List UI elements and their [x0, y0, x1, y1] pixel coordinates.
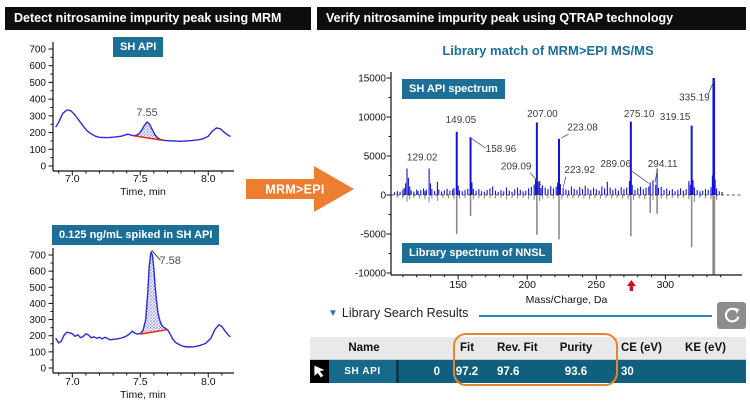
svg-text:200: 200: [29, 128, 46, 139]
svg-text:Time, min: Time, min: [120, 389, 166, 401]
svg-text:223.08: 223.08: [567, 122, 598, 133]
svg-text:7.55: 7.55: [136, 107, 157, 119]
badge-spiked-sh-api: 0.125 ng/mL spiked in SH API: [52, 225, 220, 245]
svg-text:400: 400: [29, 299, 46, 310]
svg-text:7.5: 7.5: [133, 173, 148, 185]
svg-text:7.58: 7.58: [159, 255, 180, 267]
spectrum-title: Library match of MRM>EPI MS/MS: [442, 43, 654, 58]
svg-text:294.11: 294.11: [648, 159, 678, 170]
badge-library-spectrum-nnsl: Library spectrum of NNSL: [402, 243, 553, 263]
svg-text:300: 300: [29, 315, 46, 326]
svg-text:-10000: -10000: [355, 269, 387, 280]
svg-text:400: 400: [29, 95, 46, 106]
header-selector-cell: [310, 337, 329, 359]
cell-purity: 93.6: [564, 365, 588, 378]
refresh-button[interactable]: [717, 302, 746, 329]
refresh-icon: [724, 307, 739, 322]
svg-text:200: 200: [518, 279, 536, 291]
row-selector-cell[interactable]: [310, 360, 329, 383]
svg-text:100: 100: [29, 145, 46, 156]
mrm-epi-label: MRM>EPI: [265, 183, 324, 197]
header-name: Name: [348, 342, 380, 354]
svg-text:8.0: 8.0: [201, 173, 216, 185]
header-fit: Fit: [459, 342, 475, 354]
header-purity: Purity: [559, 342, 593, 354]
svg-text:5000: 5000: [364, 152, 387, 163]
svg-text:149.05: 149.05: [446, 115, 477, 126]
collapse-triangle-icon[interactable]: ▼: [328, 308, 338, 319]
svg-text:200: 200: [29, 331, 46, 342]
svg-text:0: 0: [380, 191, 386, 202]
svg-text:207.00: 207.00: [527, 109, 558, 120]
arrow-shape: [246, 166, 354, 212]
svg-text:158.96: 158.96: [486, 144, 517, 155]
cell-rev-fit: 97.6: [497, 365, 520, 378]
svg-text:15000: 15000: [358, 74, 386, 85]
svg-text:500: 500: [29, 283, 46, 294]
svg-text:8.0: 8.0: [201, 376, 216, 388]
svg-text:129.02: 129.02: [407, 153, 438, 164]
table-header-row: Name Fit Rev. Fit Purity CE (eV) KE (eV): [310, 337, 746, 360]
svg-text:150: 150: [449, 279, 467, 291]
svg-text:319.15: 319.15: [660, 112, 691, 123]
svg-text:223.92: 223.92: [564, 165, 595, 176]
banner-verify-qtrap: Verify nitrosamine impurity peak using Q…: [317, 7, 746, 30]
svg-text:10000: 10000: [358, 113, 386, 124]
library-match-spectrum: -10000 -5000 0 5000 10000 15000 150 200 250 300 Ma…: [355, 72, 743, 306]
cursor-arrow-icon: [313, 365, 324, 378]
svg-text:500: 500: [29, 78, 46, 89]
header-rule-line: [479, 315, 712, 317]
svg-text:300: 300: [657, 279, 675, 291]
svg-text:209.09: 209.09: [501, 161, 532, 172]
library-search-results-header: ▼ Library Search Results: [328, 306, 468, 320]
svg-text:7.0: 7.0: [65, 173, 80, 185]
cell-ce: 30: [621, 365, 634, 378]
svg-text:600: 600: [29, 267, 46, 278]
badge-sh-api-spectrum: SH API spectrum: [402, 79, 505, 99]
header-ce: CE (eV): [621, 342, 662, 354]
chromatogram-spiked: 0 100 200 300 400 500 600 700 7.0 7.5 8.0 Time, min…: [29, 248, 234, 401]
cell-rank: 0: [433, 365, 440, 378]
svg-text:600: 600: [29, 61, 46, 72]
svg-text:Time, min: Time, min: [120, 186, 166, 198]
chromatogram-sh-api: 0 100 200 300 400 500 600 700 7.0 7.5 8.0 Time, min…: [29, 42, 234, 198]
library-search-results-title: Library Search Results: [341, 306, 469, 320]
cell-name[interactable]: SH API: [329, 360, 399, 383]
cell-fit: 97.2: [455, 365, 479, 378]
mrm-epi-arrow: MRM>EPI: [246, 166, 354, 212]
header-ke: KE (eV): [685, 342, 726, 354]
badge-sh-api: SH API: [113, 37, 164, 57]
svg-text:250: 250: [588, 279, 606, 291]
svg-text:300: 300: [29, 111, 46, 122]
svg-text:0: 0: [40, 162, 46, 173]
svg-text:7.0: 7.0: [65, 376, 80, 388]
banner-detect-mrm: Detect nitrosamine impurity peak using M…: [5, 7, 311, 30]
svg-text:7.5: 7.5: [133, 376, 148, 388]
svg-text:100: 100: [29, 347, 46, 358]
svg-text:700: 700: [29, 251, 46, 262]
library-search-results-table: Name Fit Rev. Fit Purity CE (eV) KE (eV)…: [310, 337, 746, 383]
svg-text:275.10: 275.10: [624, 109, 655, 120]
table-row[interactable]: SH API 0 97.2 97.6 93.6 30: [310, 360, 746, 383]
svg-text:700: 700: [29, 45, 46, 56]
svg-text:335.19: 335.19: [679, 93, 710, 104]
svg-text:-5000: -5000: [360, 230, 386, 241]
svg-text:289.06: 289.06: [600, 159, 631, 170]
svg-text:0: 0: [40, 364, 46, 375]
header-rev-fit: Rev. Fit: [497, 342, 538, 354]
svg-text:Mass/Charge, Da: Mass/Charge, Da: [526, 294, 608, 306]
